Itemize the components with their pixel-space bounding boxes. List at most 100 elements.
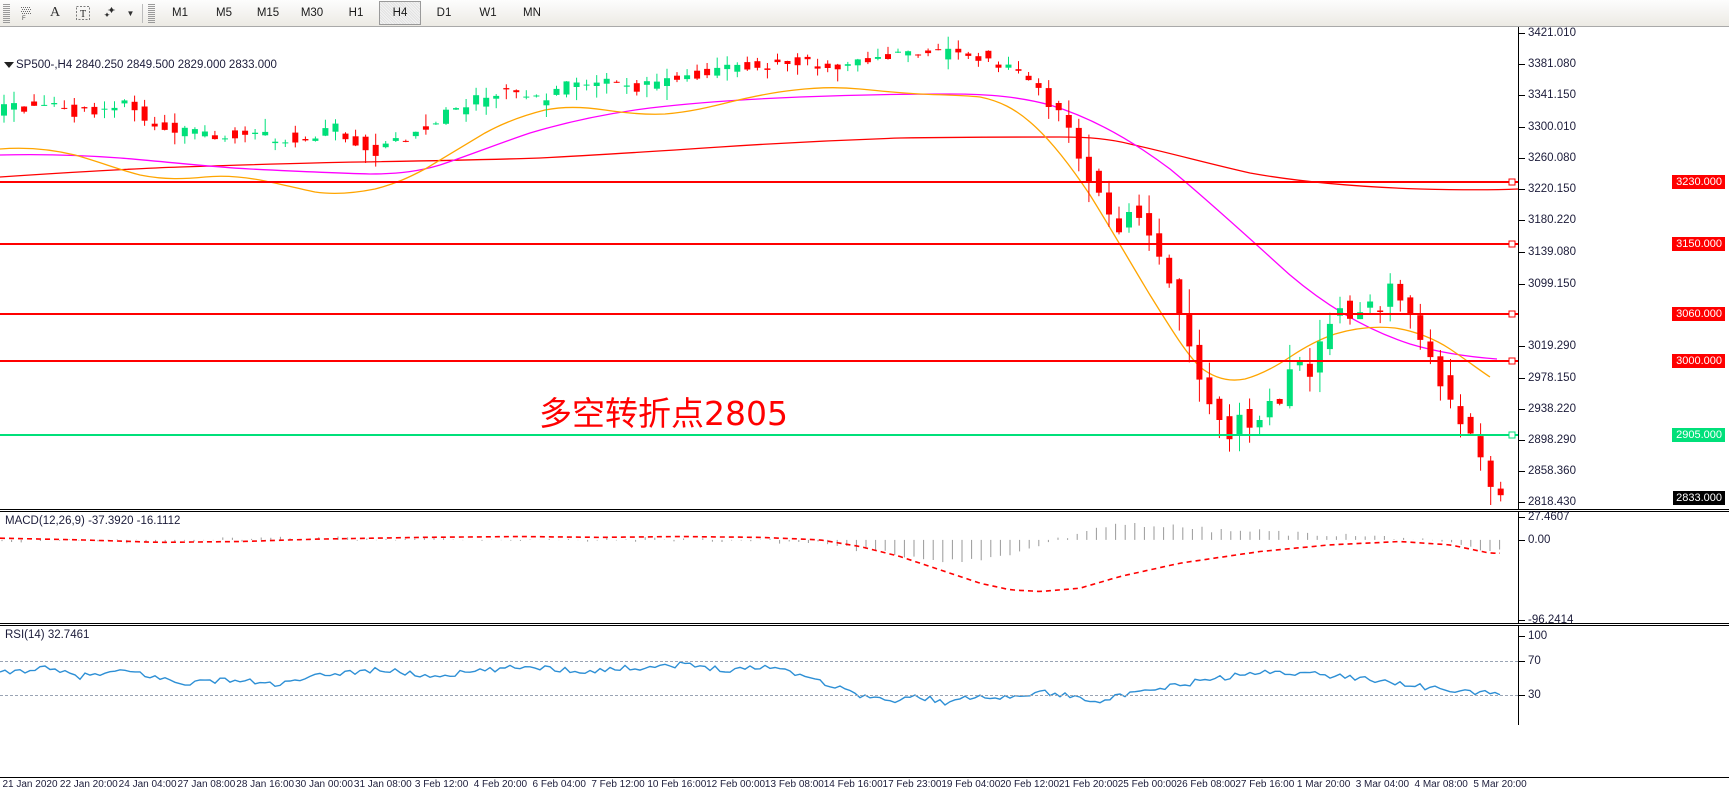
macd-tick-label: -96.2414 bbox=[1528, 614, 1574, 626]
ma-fast-line bbox=[0, 86, 1491, 381]
macd-tick-label: 0.00 bbox=[1528, 533, 1551, 546]
text-label-icon[interactable]: T bbox=[69, 1, 97, 26]
text-a-icon[interactable]: A bbox=[49, 5, 61, 20]
price-level-handle[interactable] bbox=[1508, 310, 1516, 318]
macd-plot[interactable] bbox=[0, 512, 1518, 623]
price-level-line[interactable] bbox=[0, 359, 1518, 362]
timeframe-w1[interactable]: W1 bbox=[479, 7, 497, 19]
time-axis-label: 31 Jan 08:00 bbox=[353, 779, 412, 790]
price-tick-label: 3421.010 bbox=[1528, 27, 1576, 39]
price-tick-label: 3220.150 bbox=[1528, 183, 1576, 196]
price-tick-label: 3019.290 bbox=[1528, 339, 1576, 352]
rsi-plot[interactable] bbox=[0, 626, 1518, 725]
macd-axis[interactable]: 27.4607 0.00 -96.2414 bbox=[1518, 511, 1729, 626]
price-tick bbox=[1519, 220, 1525, 222]
time-axis-label: 25 Feb 00:00 bbox=[1117, 779, 1177, 790]
price-plot[interactable] bbox=[0, 27, 1518, 509]
rsi-pane[interactable]: RSI(14) 32.7461 100 70 30 bbox=[0, 625, 1729, 725]
price-tick-label: 2938.220 bbox=[1528, 402, 1576, 415]
macd-tick bbox=[1519, 517, 1525, 518]
timeframe-mn[interactable]: MN bbox=[523, 7, 541, 19]
price-tick bbox=[1519, 158, 1525, 160]
rsi-label: RSI(14) 32.7461 bbox=[5, 629, 90, 641]
price-tick-label: 3381.080 bbox=[1528, 58, 1576, 71]
price-tick bbox=[1519, 439, 1525, 441]
time-axis-label: 17 Feb 23:00 bbox=[882, 779, 942, 790]
macd-tick-label: 27.4607 bbox=[1528, 511, 1570, 523]
candlestick-series bbox=[1, 36, 1504, 505]
price-level-handle[interactable] bbox=[1508, 357, 1516, 365]
timeframe-group: M1 M5 M15 M30 H1 H4 D1 W1 MN bbox=[158, 1, 554, 25]
chart-collapse-triangle-icon[interactable] bbox=[4, 62, 14, 68]
ma-slow-line bbox=[0, 136, 1518, 191]
price-level-line[interactable] bbox=[0, 242, 1518, 245]
toolbar-grip[interactable] bbox=[3, 3, 10, 23]
price-tick bbox=[1519, 408, 1525, 410]
price-level-tag: 2905.000 bbox=[1672, 427, 1725, 442]
svg-text:F: F bbox=[22, 16, 26, 21]
time-axis-label: 7 Feb 12:00 bbox=[591, 779, 645, 790]
price-tick bbox=[1519, 189, 1525, 191]
timeframe-h1[interactable]: H1 bbox=[348, 7, 364, 19]
price-tick-label: 3139.080 bbox=[1528, 246, 1576, 259]
rsi-tick bbox=[1519, 636, 1525, 637]
chart-area[interactable]: SP500-,H4 2840.250 2849.500 2829.000 283… bbox=[0, 27, 1729, 792]
timeframe-grip[interactable] bbox=[148, 3, 155, 23]
price-tick-label: 3099.150 bbox=[1528, 277, 1576, 290]
price-level-handle[interactable] bbox=[1508, 240, 1516, 248]
last-price-tag: 2833.000 bbox=[1673, 491, 1725, 505]
time-axis-label: 21 Jan 2020 bbox=[2, 779, 58, 790]
price-level-line[interactable] bbox=[0, 312, 1518, 315]
price-tick bbox=[1519, 64, 1525, 66]
toolbar-separator bbox=[142, 3, 143, 23]
price-level-handle[interactable] bbox=[1508, 178, 1516, 186]
price-tick-label: 2978.150 bbox=[1528, 371, 1576, 384]
time-axis-label: 24 Jan 04:00 bbox=[118, 779, 177, 790]
time-axis-label: 26 Feb 08:00 bbox=[1176, 779, 1236, 790]
price-tick bbox=[1519, 252, 1525, 254]
price-level-tag: 3000.000 bbox=[1672, 353, 1725, 368]
price-level-line[interactable] bbox=[0, 433, 1518, 436]
chart-annotation-text: 多空转折点2805 bbox=[539, 394, 788, 433]
time-axis-label: 4 Feb 20:00 bbox=[473, 779, 528, 790]
timeframe-m1[interactable]: M1 bbox=[172, 7, 188, 19]
macd-pane[interactable]: MACD(12,26,9) -37.3920 -16.1112 27.4607 0… bbox=[0, 511, 1729, 626]
timeframe-d1[interactable]: D1 bbox=[436, 7, 452, 19]
price-level-tag: 3060.000 bbox=[1672, 306, 1725, 321]
price-tick bbox=[1519, 502, 1525, 503]
macd-tick bbox=[1519, 539, 1525, 541]
macd-series bbox=[0, 523, 1501, 593]
svg-text:T: T bbox=[80, 9, 86, 20]
symbol-ohlc-label: SP500-,H4 2840.250 2849.500 2829.000 283… bbox=[16, 59, 277, 71]
crosshair-f-icon[interactable]: F bbox=[13, 1, 41, 26]
price-level-line[interactable] bbox=[0, 180, 1518, 183]
price-tick-label: 2898.290 bbox=[1528, 433, 1576, 446]
price-tick-label: 3180.220 bbox=[1528, 214, 1576, 227]
main-toolbar: F A T ▼ M1 M5 M15 M30 H1 H4 D1 W1 MN bbox=[0, 0, 1729, 27]
rsi-tick bbox=[1519, 661, 1525, 663]
price-level-tag: 3150.000 bbox=[1672, 236, 1725, 251]
price-axis[interactable]: 3421.010 3381.080 3341.150 3300.010 3260.080… bbox=[1518, 27, 1729, 509]
price-level-handle[interactable] bbox=[1508, 431, 1516, 439]
price-tick-label: 3300.010 bbox=[1528, 121, 1576, 134]
price-tick-label: 2818.430 bbox=[1528, 496, 1576, 508]
time-axis[interactable]: 21 Jan 2020 22 Jan 20:00 24 Jan 04:00 27 Ja… bbox=[0, 777, 1729, 792]
price-tick bbox=[1519, 470, 1525, 472]
time-axis-label: 13 Feb 08:00 bbox=[764, 779, 824, 790]
rsi-series bbox=[0, 661, 1501, 706]
time-axis-label: 20 Feb 12:00 bbox=[1000, 779, 1060, 790]
rsi-guide-30 bbox=[0, 694, 1518, 696]
rsi-axis[interactable]: 100 70 30 bbox=[1518, 626, 1729, 725]
objects-dropdown-icon[interactable]: ▼ bbox=[126, 8, 135, 18]
price-pane[interactable]: SP500-,H4 2840.250 2849.500 2829.000 283… bbox=[0, 27, 1729, 510]
time-axis-label: 30 Jan 00:00 bbox=[295, 779, 353, 790]
time-axis-label: 6 Feb 04:00 bbox=[532, 779, 586, 790]
time-axis-label: 4 Mar 08:00 bbox=[1414, 779, 1468, 790]
time-axis-label: 27 Feb 16:00 bbox=[1235, 779, 1295, 790]
ma-mid-line bbox=[0, 93, 1498, 360]
timeframe-h4[interactable]: H4 bbox=[379, 1, 421, 25]
objects-icon[interactable] bbox=[97, 1, 125, 26]
timeframe-m15[interactable]: M15 bbox=[256, 7, 280, 19]
timeframe-m5[interactable]: M5 bbox=[216, 7, 232, 19]
timeframe-m30[interactable]: M30 bbox=[300, 7, 324, 19]
